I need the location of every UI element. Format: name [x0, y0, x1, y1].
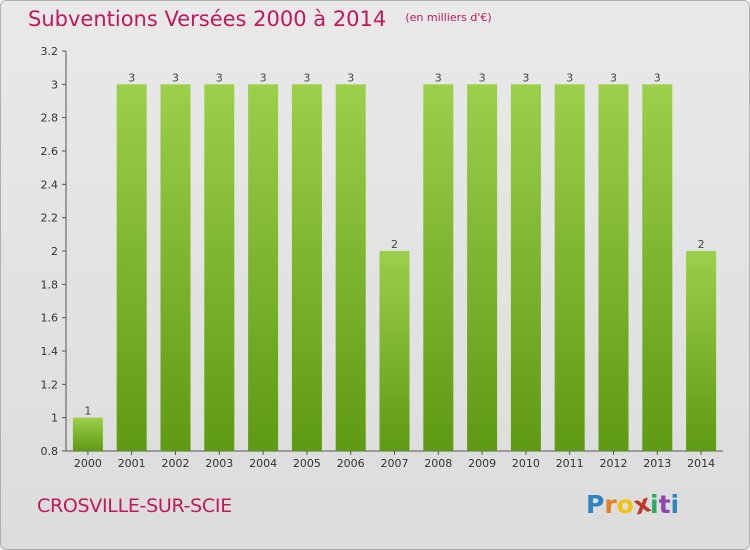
bar-2003	[204, 84, 235, 451]
chart-subtitle: (en milliers d'€)	[405, 11, 492, 24]
bar-2004	[248, 84, 279, 451]
y-tick-label: 2.2	[41, 212, 59, 225]
data-label-2010: 3	[522, 71, 529, 84]
data-label-2001: 3	[128, 71, 135, 84]
bar-2014	[686, 251, 717, 451]
data-label-2005: 3	[303, 71, 310, 84]
data-label-2004: 3	[260, 71, 267, 84]
data-label-2006: 3	[347, 71, 354, 84]
data-label-2003: 3	[216, 71, 223, 84]
bar-2010	[510, 84, 541, 451]
data-label-2014: 2	[698, 238, 705, 251]
proxiti-logo: Proxiti	[586, 488, 680, 520]
chart-title: Subventions Versées 2000 à 2014	[28, 7, 387, 31]
commune-name: CROSVILLE-SUR-SCIE	[37, 495, 232, 517]
x-tick-label: 2007	[381, 457, 409, 470]
tick-labels: 0.8 1 1.2 1.4 1.6 1.8 2 2.2 2.4 2.6 2.8 3 3.2 2000 200…	[41, 45, 716, 470]
logo-letter: o	[616, 490, 634, 519]
y-tick-label: 1.8	[41, 278, 59, 291]
x-tick-label: 2004	[249, 457, 277, 470]
data-label-2013: 3	[654, 71, 661, 84]
x-tick-label: 2002	[162, 457, 190, 470]
x-tick-label: 2003	[205, 457, 233, 470]
y-tick-label: 1.2	[41, 378, 59, 391]
bar-2007	[379, 251, 410, 451]
x-tick-label: 2006	[337, 457, 365, 470]
logo-letter: i	[670, 490, 680, 519]
y-tick-label: 3	[51, 78, 58, 91]
title-block: Subventions Versées 2000 à 2014 (en mill…	[28, 7, 492, 31]
logo-letter: t	[658, 490, 671, 519]
logo-letter: r	[604, 490, 617, 519]
y-tick-label: 2.6	[41, 145, 59, 158]
y-tick-label: 1.4	[41, 345, 59, 358]
x-tick-label: 2013	[643, 457, 671, 470]
logo-letter: P	[586, 490, 605, 519]
x-tick-label: 2000	[74, 457, 102, 470]
data-labels: 1 3 3 3 3 3 3 2 3 3 3 3 3 3 2	[84, 71, 704, 417]
y-tick-label: 1	[51, 412, 58, 425]
x-tick-label: 2009	[468, 457, 496, 470]
y-tick-label: 2.8	[41, 112, 59, 125]
bar-2008	[423, 84, 454, 451]
x-tick-label: 2008	[424, 457, 452, 470]
bar-2011	[554, 84, 585, 451]
data-label-2009: 3	[479, 71, 486, 84]
logo-letter: i	[650, 490, 659, 519]
x-tick-label: 2011	[556, 457, 584, 470]
y-tick-label: 2	[51, 245, 58, 258]
bar-2000	[72, 417, 103, 451]
data-label-2007: 2	[391, 238, 398, 251]
data-label-2012: 3	[610, 71, 617, 84]
y-tick-label: 1.6	[41, 312, 59, 325]
y-tick-label: 3.2	[41, 45, 59, 58]
x-tick-label: 2010	[512, 457, 540, 470]
bar-2002	[160, 84, 191, 451]
bar-2005	[291, 84, 322, 451]
y-tick-label: 2.4	[41, 178, 59, 191]
x-tick-label: 2014	[687, 457, 715, 470]
bar-2013	[642, 84, 673, 451]
bar-2012	[598, 84, 629, 451]
bar-2006	[335, 84, 366, 451]
bars	[72, 84, 717, 451]
bar-2001	[116, 84, 147, 451]
bar-2009	[467, 84, 498, 451]
x-tick-label: 2001	[118, 457, 146, 470]
y-tick-label: 0.8	[41, 445, 59, 458]
x-tick-label: 2012	[600, 457, 628, 470]
x-tick-label: 2005	[293, 457, 321, 470]
data-label-2000: 1	[84, 405, 91, 418]
data-label-2011: 3	[566, 71, 573, 84]
data-label-2008: 3	[435, 71, 442, 84]
data-label-2002: 3	[172, 71, 179, 84]
